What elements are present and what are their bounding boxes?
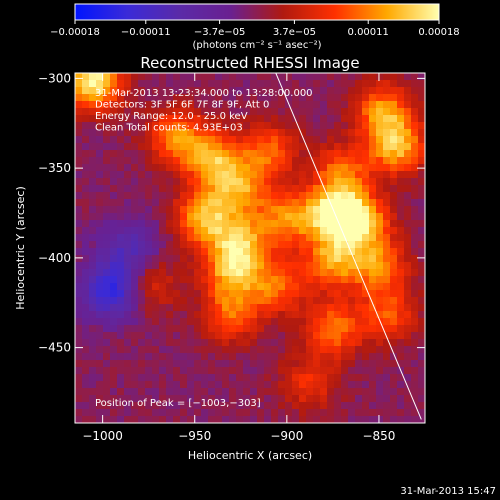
- y-axis-label: Heliocentric Y (arcsec): [14, 186, 27, 310]
- annotation-line: Energy Range: 12.0 - 25.0 keV: [95, 111, 248, 122]
- y-tick-label: −450: [38, 341, 71, 355]
- x-tick-label: −1000: [82, 429, 123, 443]
- y-tick-label: −300: [38, 71, 71, 85]
- footer-timestamp: 31-Mar-2013 15:47: [400, 486, 496, 497]
- chart-title: Reconstructed RHESSI Image: [140, 54, 359, 72]
- colorbar-tick-label: −0.00018: [50, 27, 100, 38]
- plot-area: −1000 −950 −900 −850 −300 −350 −400 −450 31-Ma…: [38, 71, 426, 443]
- colorbar-tick-label: −3.7e−05: [194, 27, 246, 38]
- annotation-line: 31-Mar-2013 13:23:34.000 to 13:28:00.000: [95, 88, 313, 99]
- colorbar-unit-label: (photons cm⁻² s⁻¹ asec⁻²): [192, 40, 321, 51]
- x-tick-label: −850: [362, 429, 395, 443]
- plot-frame: [74, 72, 426, 424]
- colorbar-ticks: −0.00018 −0.00011 −3.7e−05 3.7e−05 0.00011 0.…: [50, 20, 460, 38]
- colorbar-tick-label: 3.7e−05: [273, 27, 316, 38]
- y-tick-label: −400: [38, 251, 71, 265]
- x-tick-label: −950: [178, 429, 211, 443]
- y-axis-ticks: −300 −350 −400 −450: [38, 71, 425, 355]
- annotation-line: Detectors: 3F 5F 6F 7F 8F 9F, Att 0: [95, 100, 269, 111]
- x-axis-ticks: −1000 −950 −900 −850: [82, 73, 395, 443]
- annotations: 31-Mar-2013 13:23:34.000 to 13:28:00.000…: [95, 88, 313, 134]
- colorbar: −0.00018 −0.00011 −3.7e−05 3.7e−05 0.00011 0.…: [50, 3, 460, 51]
- heatmap: [75, 73, 425, 423]
- colorbar-tick-label: 0.00018: [418, 27, 459, 38]
- peak-position-label: Position of Peak = [−1003,−303]: [95, 398, 261, 409]
- x-tick-label: −900: [270, 429, 303, 443]
- x-axis-label: Heliocentric X (arcsec): [188, 449, 312, 462]
- annotation-line: Clean Total counts: 4.93E+03: [95, 123, 243, 134]
- colorbar-tick-label: 0.00011: [348, 27, 389, 38]
- solar-limb-line: [275, 73, 422, 420]
- y-tick-label: −350: [38, 161, 71, 175]
- colorbar-tick-label: −0.00011: [121, 27, 171, 38]
- colorbar-gradient: [74, 3, 440, 21]
